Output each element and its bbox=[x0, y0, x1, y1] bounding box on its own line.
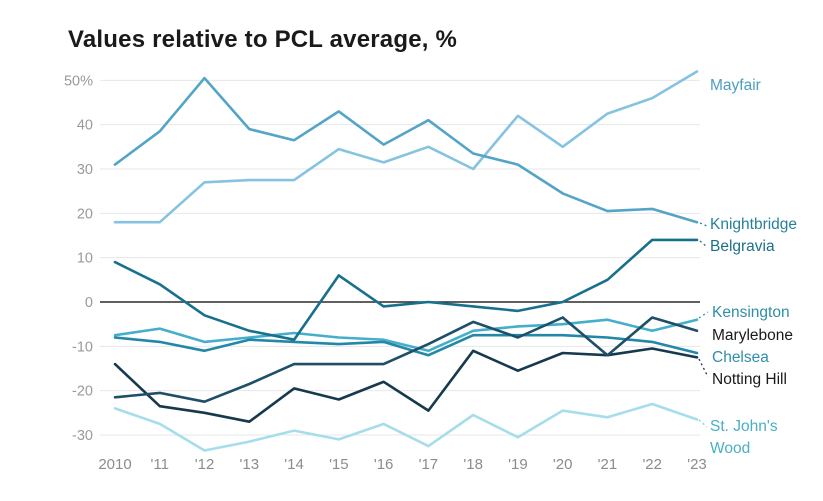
y-tick-label: 10 bbox=[77, 251, 93, 267]
y-tick-label: -10 bbox=[72, 339, 93, 355]
x-tick-label: '14 bbox=[284, 456, 304, 473]
series-label-marylebone: Marylebone bbox=[712, 327, 793, 344]
series-line-mayfair bbox=[113, 70, 699, 224]
series-line-st-john-s-wood bbox=[113, 402, 699, 452]
x-tick-label: '20 bbox=[553, 456, 573, 473]
y-tick-label: 30 bbox=[77, 162, 93, 178]
series-line-knightbridge bbox=[113, 76, 699, 224]
x-tick-label: '21 bbox=[598, 456, 618, 473]
x-tick-label: '16 bbox=[374, 456, 394, 473]
x-tick-label: '23 bbox=[687, 456, 707, 473]
label-connector bbox=[698, 311, 709, 319]
y-tick-label: -20 bbox=[72, 384, 93, 400]
label-connector bbox=[699, 222, 708, 227]
x-tick-label: '17 bbox=[419, 456, 439, 473]
series-label-st-john-s-wood: Wood bbox=[710, 440, 750, 457]
label-connector bbox=[699, 240, 708, 248]
label-connector bbox=[698, 419, 708, 428]
series-line-belgravia bbox=[113, 238, 699, 342]
chart-title: Values relative to PCL average, % bbox=[68, 26, 458, 53]
series-line-marylebone bbox=[113, 316, 699, 404]
y-tick-label: 50% bbox=[64, 73, 93, 89]
x-tick-label: 2010 bbox=[98, 456, 131, 473]
x-tick-label: '12 bbox=[195, 456, 215, 473]
label-connector bbox=[698, 358, 709, 378]
y-tick-label: 20 bbox=[77, 206, 93, 222]
series-label-belgravia: Belgravia bbox=[710, 238, 775, 255]
y-tick-label: 40 bbox=[77, 118, 93, 134]
x-tick-label: '19 bbox=[508, 456, 528, 473]
series-line-notting-hill bbox=[113, 347, 699, 424]
series-line-chelsea bbox=[113, 333, 699, 357]
series-label-notting-hill: Notting Hill bbox=[712, 371, 787, 388]
x-tick-label: '22 bbox=[642, 456, 662, 473]
x-tick-label: '18 bbox=[463, 456, 483, 473]
x-tick-label: '15 bbox=[329, 456, 349, 473]
series-label-kensington: Kensington bbox=[712, 304, 790, 321]
series-label-mayfair: Mayfair bbox=[710, 77, 761, 94]
series-label-st-john-s-wood: St. John's bbox=[710, 418, 778, 435]
series-label-knightbridge: Knightbridge bbox=[710, 216, 797, 233]
series-label-chelsea: Chelsea bbox=[712, 349, 769, 366]
y-tick-label: -30 bbox=[72, 428, 93, 444]
series-line-kensington bbox=[113, 318, 699, 353]
x-tick-label: '11 bbox=[151, 456, 169, 473]
y-tick-label: 0 bbox=[85, 295, 93, 311]
x-tick-label: '13 bbox=[240, 456, 260, 473]
